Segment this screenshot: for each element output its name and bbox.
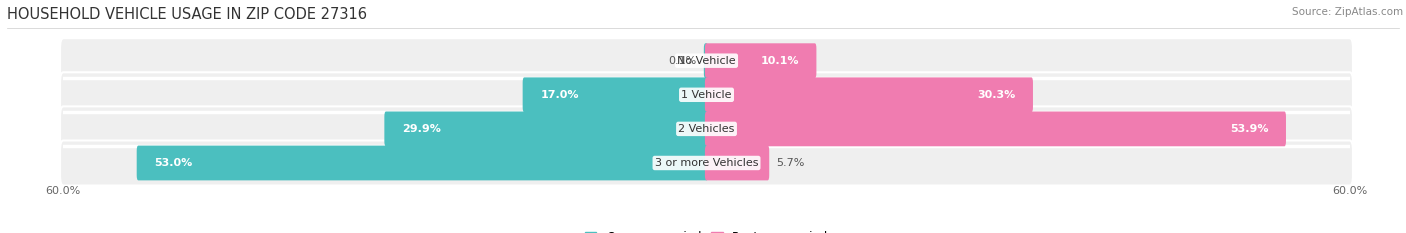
Text: 0.1%: 0.1% <box>669 56 697 66</box>
FancyBboxPatch shape <box>136 146 709 180</box>
FancyBboxPatch shape <box>60 140 1353 185</box>
Text: 3 or more Vehicles: 3 or more Vehicles <box>655 158 758 168</box>
Text: No Vehicle: No Vehicle <box>678 56 735 66</box>
Text: 29.9%: 29.9% <box>402 124 441 134</box>
Text: 10.1%: 10.1% <box>761 56 799 66</box>
Legend: Owner-occupied, Renter-occupied: Owner-occupied, Renter-occupied <box>579 226 834 233</box>
FancyBboxPatch shape <box>704 146 769 180</box>
Text: 5.7%: 5.7% <box>776 158 804 168</box>
FancyBboxPatch shape <box>523 77 709 112</box>
FancyBboxPatch shape <box>704 43 709 78</box>
FancyBboxPatch shape <box>704 43 817 78</box>
Text: 17.0%: 17.0% <box>540 90 579 100</box>
FancyBboxPatch shape <box>60 38 1353 83</box>
FancyBboxPatch shape <box>60 106 1353 151</box>
Text: 30.3%: 30.3% <box>977 90 1015 100</box>
Text: 53.9%: 53.9% <box>1230 124 1268 134</box>
Text: 1 Vehicle: 1 Vehicle <box>682 90 731 100</box>
Text: HOUSEHOLD VEHICLE USAGE IN ZIP CODE 27316: HOUSEHOLD VEHICLE USAGE IN ZIP CODE 2731… <box>7 7 367 22</box>
FancyBboxPatch shape <box>60 72 1353 117</box>
Text: 53.0%: 53.0% <box>155 158 193 168</box>
Text: Source: ZipAtlas.com: Source: ZipAtlas.com <box>1292 7 1403 17</box>
FancyBboxPatch shape <box>704 112 1286 146</box>
FancyBboxPatch shape <box>704 77 1033 112</box>
Text: 2 Vehicles: 2 Vehicles <box>678 124 735 134</box>
FancyBboxPatch shape <box>384 112 709 146</box>
